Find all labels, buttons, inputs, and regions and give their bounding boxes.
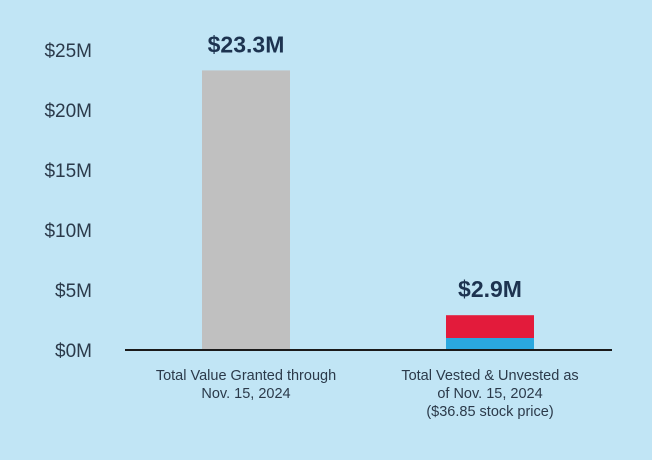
y-tick-label: $5M [55,281,92,302]
bar-total-value-granted [202,70,290,351]
x-axis: Total Value Granted through Nov. 15, 2024… [156,368,579,420]
data-labels: $23.3M $2.9M [208,31,522,302]
y-tick-label: $0M [55,341,92,362]
y-tick-label: $10M [44,221,92,242]
y-tick-label: $15M [44,161,92,182]
bars [202,70,534,351]
data-label: $23.3M [208,31,285,57]
y-tick-label: $25M [44,41,92,62]
y-axis: $0M $5M $10M $15M $20M $25M [44,41,92,362]
x-tick-label: Total Value Granted through Nov. 15, 2024 [156,368,336,402]
x-tick-label: Total Vested & Unvested as of Nov. 15, 20… [401,368,578,420]
data-label: $2.9M [458,276,522,302]
bar-vested [446,338,534,350]
bar-unvested [446,315,534,338]
y-tick-label: $20M [44,101,92,122]
